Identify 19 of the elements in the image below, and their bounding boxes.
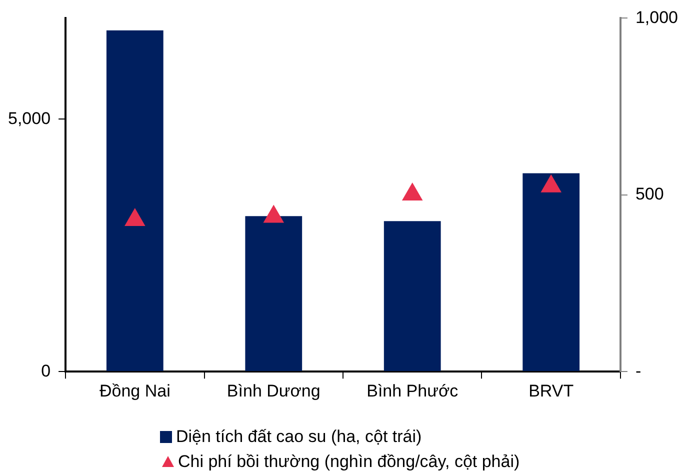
y-tick-label: 5,000 [8, 108, 51, 128]
point [263, 204, 284, 223]
y2-tick-label: - [635, 361, 642, 380]
legend-label: Chi phí bồi thường (nghìn đồng/cây, cột phải) [178, 451, 520, 472]
x-tick-label: BRVT [528, 381, 574, 400]
y2-tick-label: 1,000 [635, 8, 678, 27]
bar [384, 221, 441, 372]
x-tick-label: Bình Phước [366, 381, 459, 400]
point [540, 174, 562, 192]
point [402, 182, 423, 201]
point [124, 208, 146, 226]
y2-tick-label: 500 [635, 184, 664, 204]
x-tick-label: Bình Dương [226, 381, 320, 400]
bar [106, 30, 164, 372]
legend-label: Diện tích đất cao su (ha, cột trái) [176, 426, 422, 448]
bar [245, 216, 302, 372]
y-tick-label: 0 [41, 361, 51, 380]
bar [522, 173, 580, 372]
x-tick-label: Đồng Nai [99, 381, 170, 400]
